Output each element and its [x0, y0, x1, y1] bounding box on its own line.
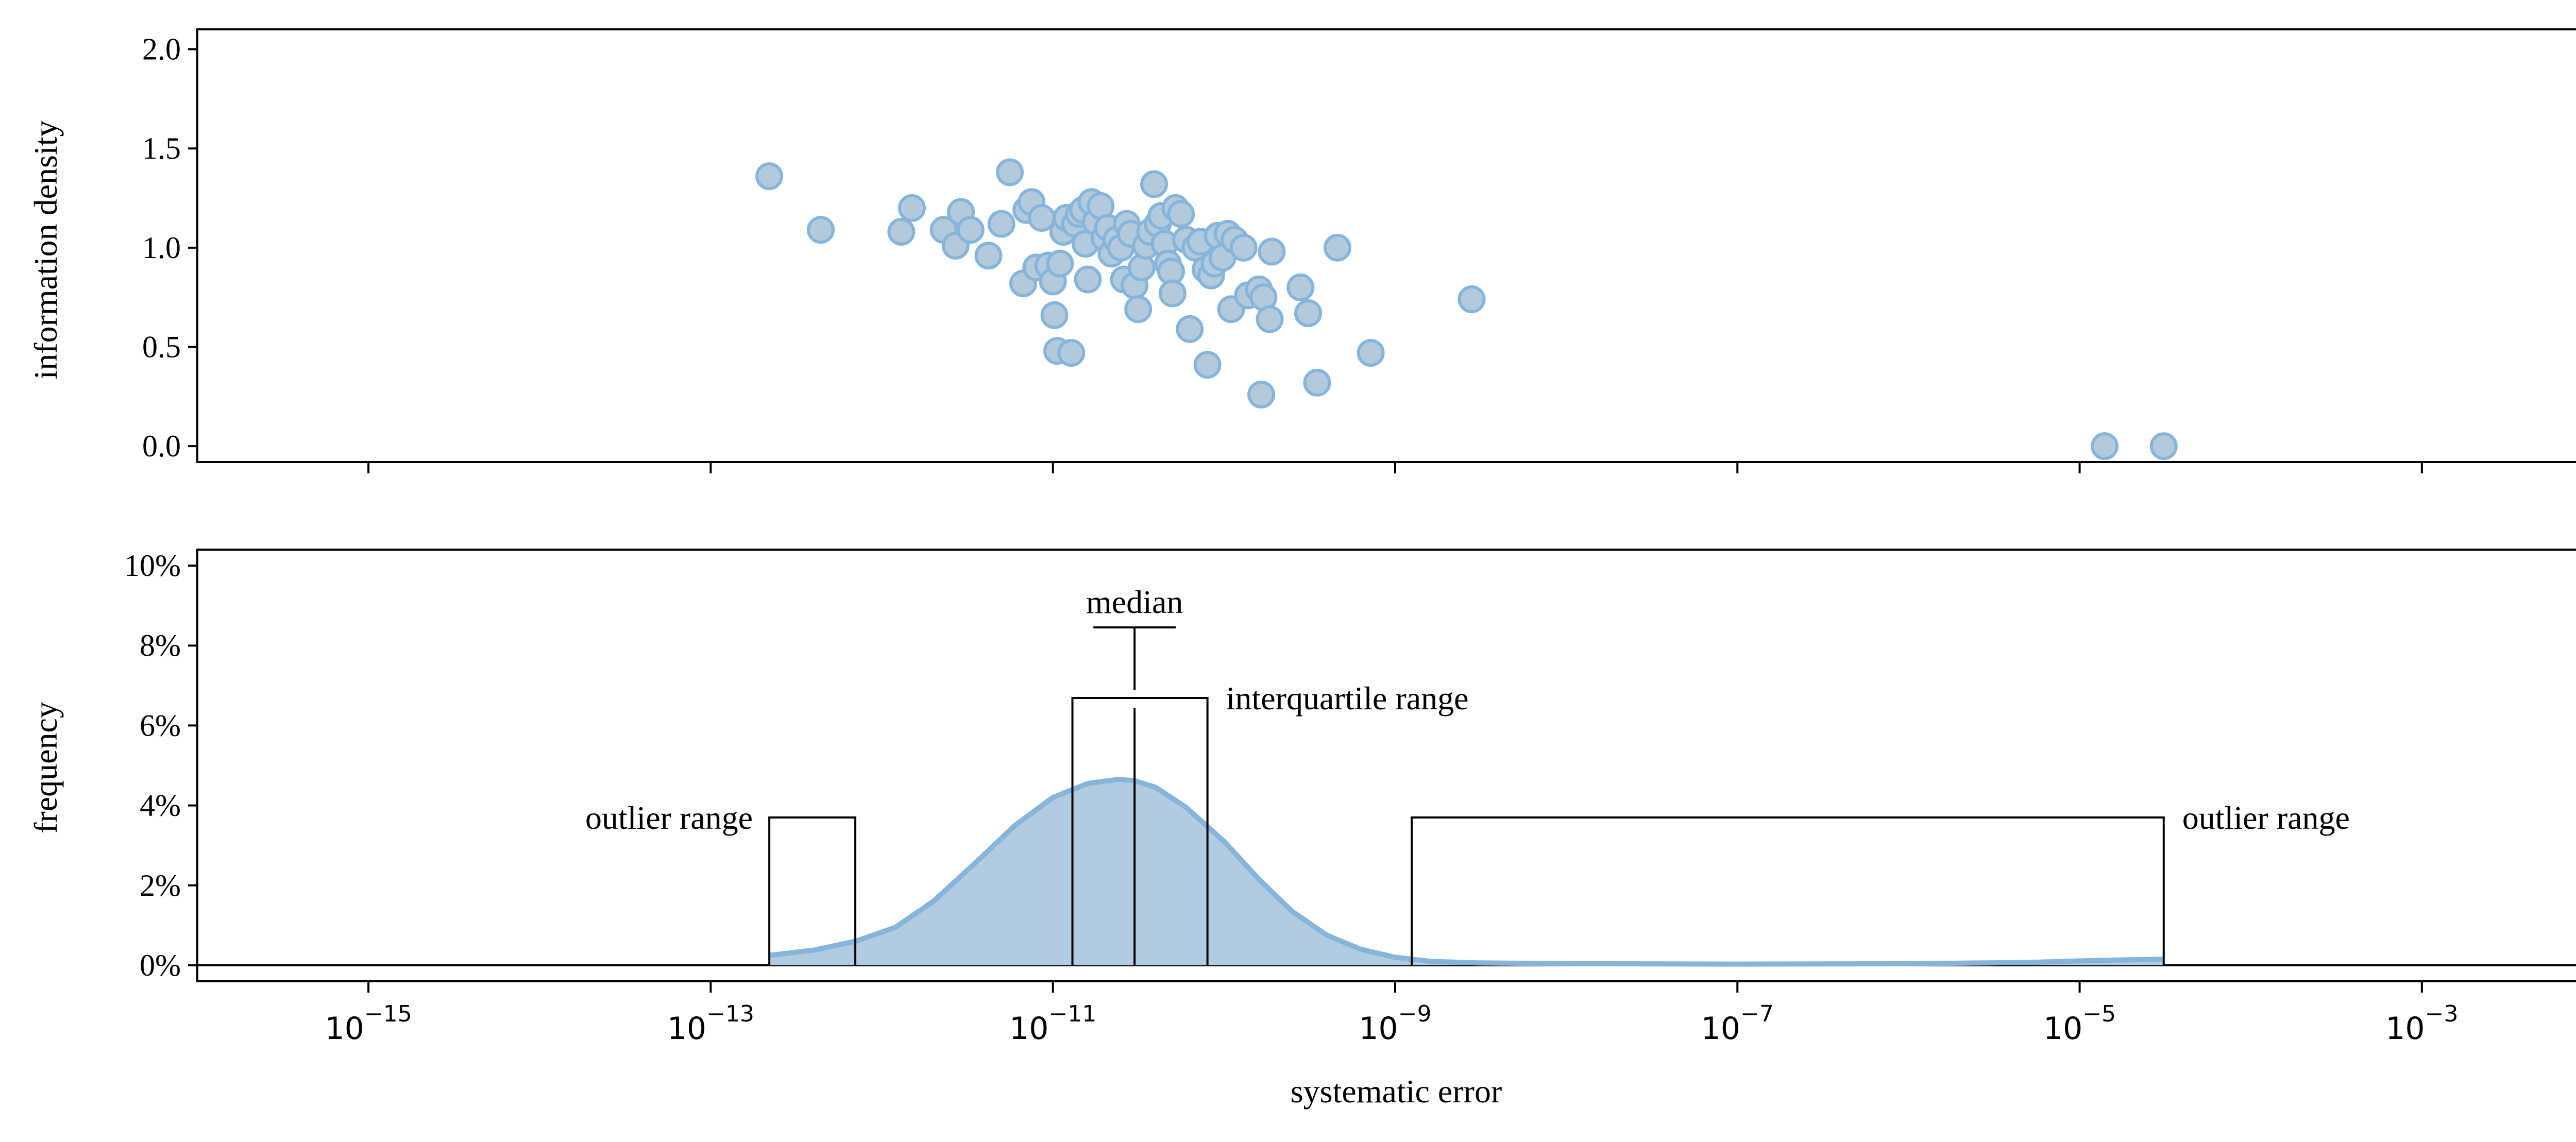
scatter-point	[987, 210, 1015, 238]
x-tick-exponent: −11	[1048, 1001, 1096, 1027]
median-label: median	[1086, 584, 1183, 620]
scatter-panel: 0.0 0.5 1.0 1.5 2.0	[142, 28, 2576, 473]
scatter-point	[974, 242, 1003, 270]
frequency-plot-frame	[196, 549, 2576, 982]
scatter-point	[1140, 170, 1168, 198]
x-tick-exponent: −5	[2082, 1001, 2116, 1027]
x-tick-base: 10	[325, 1011, 364, 1047]
scatter-y-tick-label: 1.5	[142, 131, 181, 165]
x-tick-exponent: −9	[1398, 1001, 1432, 1027]
scatter-point	[1057, 339, 1086, 367]
scatter-plot-frame	[196, 28, 2576, 463]
x-tick-exponent: −3	[2425, 1001, 2459, 1027]
scatter-point	[1357, 339, 1385, 367]
outlier-range-low-bracket	[768, 816, 857, 965]
scatter-point	[1167, 200, 1195, 228]
frequency-panel: 0%2%4%6%8%10%10−15 10−13 10−11 10−9 10−7 10−5…	[124, 549, 2576, 1047]
x-tick-label: 10−9	[1359, 1001, 1431, 1047]
scatter-point	[1458, 285, 1486, 314]
scatter-point	[898, 194, 926, 222]
x-axis-label: systematic error	[1291, 1073, 1502, 1110]
frequency-y-tick-label: 4%	[140, 789, 181, 823]
x-tick-base: 10	[2385, 1011, 2425, 1047]
scatter-y-tick-label: 2.0	[142, 32, 181, 66]
x-tick-label: 10−13	[667, 1001, 754, 1047]
frequency-y-tick-label: 8%	[140, 628, 181, 662]
scatter-point	[1158, 279, 1187, 308]
scatter-point	[1247, 380, 1276, 408]
scatter-point	[1303, 368, 1331, 397]
x-tick-base: 10	[2043, 1011, 2082, 1047]
interquartile-range-label: interquartile range	[1226, 680, 1469, 717]
x-tick-label: 10−5	[2043, 1001, 2116, 1047]
scatter-point	[1046, 249, 1074, 278]
outlier-range-low-label: outlier range	[585, 799, 753, 836]
scatter-point	[1027, 204, 1056, 232]
density-curve	[769, 777, 2164, 967]
scatter-point	[1323, 233, 1351, 262]
x-tick-base: 10	[1009, 1011, 1048, 1047]
x-tick-label: 10−3	[2385, 1001, 2458, 1047]
scatter-point	[755, 162, 784, 191]
frequency-y-axis-label: frequency	[27, 702, 64, 833]
scatter-point	[807, 216, 835, 244]
scatter-point	[2149, 432, 2178, 461]
scatter-point	[996, 158, 1024, 186]
scatter-point	[1286, 273, 1315, 301]
density-area	[769, 779, 2164, 965]
scatter-point	[1193, 351, 1222, 379]
frequency-y-tick-label: 6%	[140, 708, 181, 742]
x-tick-exponent: −13	[706, 1001, 754, 1027]
x-tick-base: 10	[1359, 1011, 1398, 1047]
scatter-y-tick-label: 0.0	[142, 429, 181, 463]
scatter-y-axis-label: information density	[27, 120, 64, 379]
outlier-range-high-label: outlier range	[2182, 799, 2350, 836]
scatter-point	[956, 216, 985, 244]
interquartile-range-bracket	[1071, 697, 1209, 965]
scatter-point	[1256, 305, 1284, 333]
scatter-point	[1258, 237, 1286, 266]
scatter-point	[1294, 299, 1323, 328]
scatter-point	[2091, 432, 2119, 461]
frequency-y-tick-label: 2%	[140, 868, 181, 902]
outlier-range-high-bracket	[1411, 816, 2165, 965]
x-tick-label: 10−11	[1009, 1001, 1096, 1047]
frequency-y-tick-label: 10%	[124, 549, 181, 583]
x-tick-exponent: −7	[1740, 1001, 1774, 1027]
scatter-y-tick-label: 1.0	[142, 231, 181, 265]
x-tick-base: 10	[1701, 1011, 1740, 1047]
scatter-point	[887, 218, 916, 246]
frequency-y-tick-label: 0%	[140, 948, 181, 982]
scatter-point	[1124, 295, 1153, 323]
x-tick-label: 10−7	[1701, 1001, 1774, 1047]
scatter-point	[1040, 301, 1069, 329]
x-tick-base: 10	[667, 1011, 706, 1047]
scatter-point	[1176, 315, 1204, 343]
scatter-point	[1229, 233, 1258, 262]
x-tick-label: 10−15	[325, 1001, 412, 1047]
scatter-point	[1074, 265, 1102, 294]
x-tick-exponent: −15	[364, 1001, 412, 1027]
scatter-y-tick-label: 0.5	[142, 330, 181, 364]
